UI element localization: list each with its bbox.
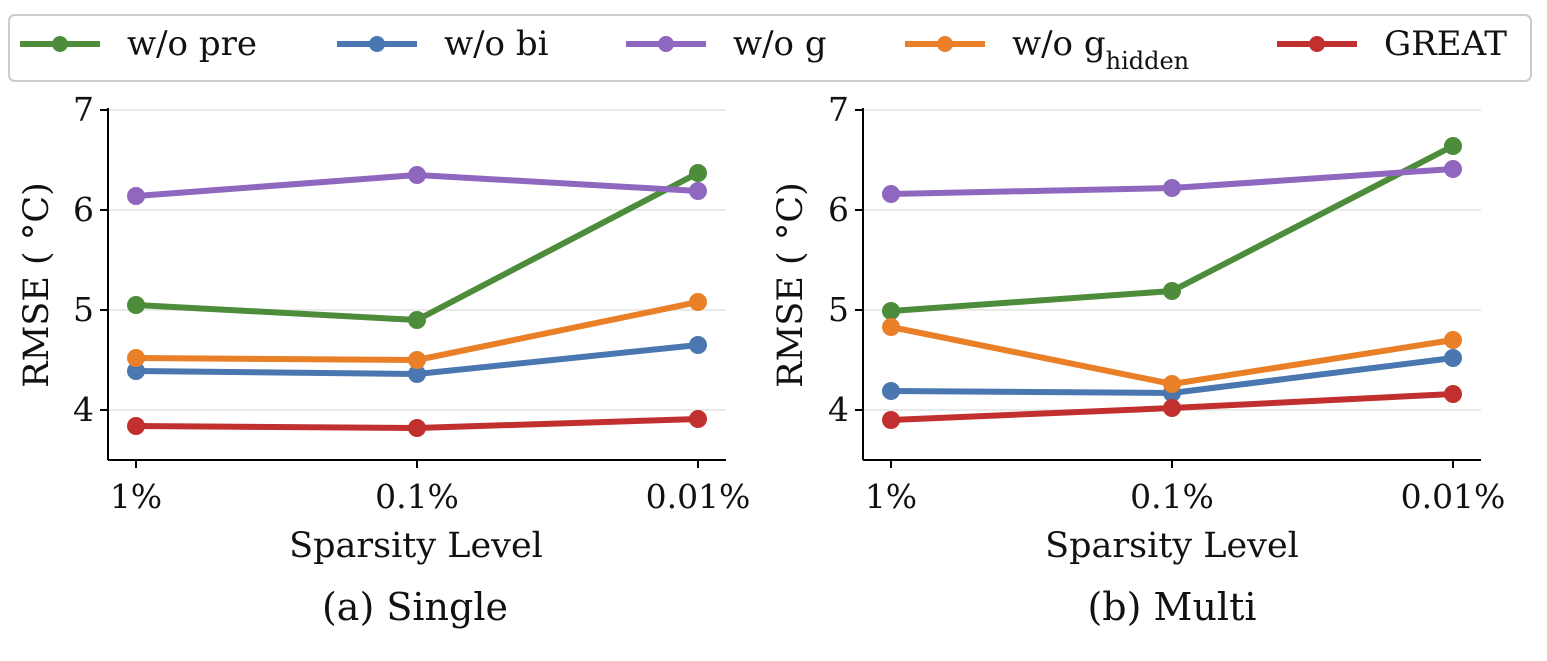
y-tick-label-5: 5 <box>73 290 94 329</box>
y-tick-label-7: 7 <box>828 90 849 129</box>
legend-marker-w-o-pre <box>52 36 68 52</box>
y-tick-label-6: 6 <box>828 190 849 229</box>
point-w-o-pre-0-1 <box>1163 282 1181 300</box>
x-tick-label-1: 1% <box>110 477 162 516</box>
legend-label-subscript: hidden <box>1106 47 1190 75</box>
y-tick-label-5: 5 <box>828 290 849 329</box>
legend-marker-w-o-g-hidden <box>937 36 953 52</box>
point-w-o-g-hidden-0-1 <box>1163 375 1181 393</box>
legend-label-w-o-bi: w/o bi <box>444 24 549 64</box>
point-w-o-pre-1 <box>882 302 900 320</box>
legend-frame <box>8 14 1532 82</box>
point-w-o-bi-0-01 <box>1444 349 1462 367</box>
subplot-single: 4 5 6 7 1% 0.1% 0.01% Sparsity Level RMSE ( °C) (… <box>17 90 750 629</box>
point-w-o-g-hidden-0-01 <box>689 293 707 311</box>
point-w-o-g-hidden-1 <box>127 349 145 367</box>
point-w-o-g-0-1 <box>1163 179 1181 197</box>
legend-marker-w-o-bi <box>369 36 385 52</box>
point-great-0-01 <box>1444 385 1462 403</box>
legend-marker-w-o-g <box>658 36 674 52</box>
point-great-0-1 <box>1163 399 1181 417</box>
point-w-o-g-1 <box>127 187 145 205</box>
y-axis-title: RMSE ( °C) <box>771 182 811 388</box>
point-w-o-g-0-1 <box>408 166 426 184</box>
point-w-o-bi-1 <box>882 382 900 400</box>
y-tick-label-6: 6 <box>73 190 94 229</box>
subplot-caption: (b) Multi <box>1087 585 1256 629</box>
point-w-o-g-1 <box>882 185 900 203</box>
point-great-1 <box>882 411 900 429</box>
subplot-multi: 4 5 6 7 1% 0.1% 0.01% Sparsity Level RMSE ( °C) (… <box>771 90 1505 629</box>
legend-marker-great <box>1309 36 1325 52</box>
point-w-o-pre-0-01 <box>689 164 707 182</box>
x-axis-title: Sparsity Level <box>289 526 543 566</box>
point-w-o-g-hidden-0-1 <box>408 351 426 369</box>
y-tick-label-7: 7 <box>73 90 94 129</box>
y-tick-label-4: 4 <box>828 390 849 429</box>
legend-label-w-o-pre: w/o pre <box>127 24 257 64</box>
point-great-1 <box>127 417 145 435</box>
legend-label-w-o-g: w/o g <box>733 24 827 64</box>
x-tick-label-0-01: 0.01% <box>1401 477 1506 516</box>
point-great-0-01 <box>689 410 707 428</box>
point-w-o-g-hidden-0-01 <box>1444 331 1462 349</box>
x-tick-label-0-01: 0.01% <box>646 477 751 516</box>
point-w-o-g-0-01 <box>1444 160 1462 178</box>
point-great-0-1 <box>408 419 426 437</box>
series-line-w-o-pre <box>133 170 701 323</box>
point-w-o-g-0-01 <box>689 182 707 200</box>
legend: w/o pre w/o bi w/o g w/o ghidden GREAT <box>8 14 1532 82</box>
x-axis-title: Sparsity Level <box>1045 526 1299 566</box>
point-w-o-bi-1 <box>127 362 145 380</box>
point-w-o-pre-0-01 <box>1444 137 1462 155</box>
point-w-o-bi-0-1 <box>408 365 426 383</box>
point-w-o-g-hidden-1 <box>882 318 900 336</box>
legend-label-great: GREAT <box>1384 24 1507 64</box>
point-w-o-pre-0-1 <box>408 311 426 329</box>
point-w-o-bi-0-01 <box>689 336 707 354</box>
x-tick-label-0-1: 0.1% <box>1130 477 1214 516</box>
subplot-caption: (a) Single <box>322 585 508 629</box>
y-axis-title: RMSE ( °C) <box>17 182 57 388</box>
y-tick-label-4: 4 <box>73 390 94 429</box>
point-w-o-pre-1 <box>127 296 145 314</box>
x-tick-label-0-1: 0.1% <box>375 477 459 516</box>
x-tick-label-1: 1% <box>865 477 917 516</box>
